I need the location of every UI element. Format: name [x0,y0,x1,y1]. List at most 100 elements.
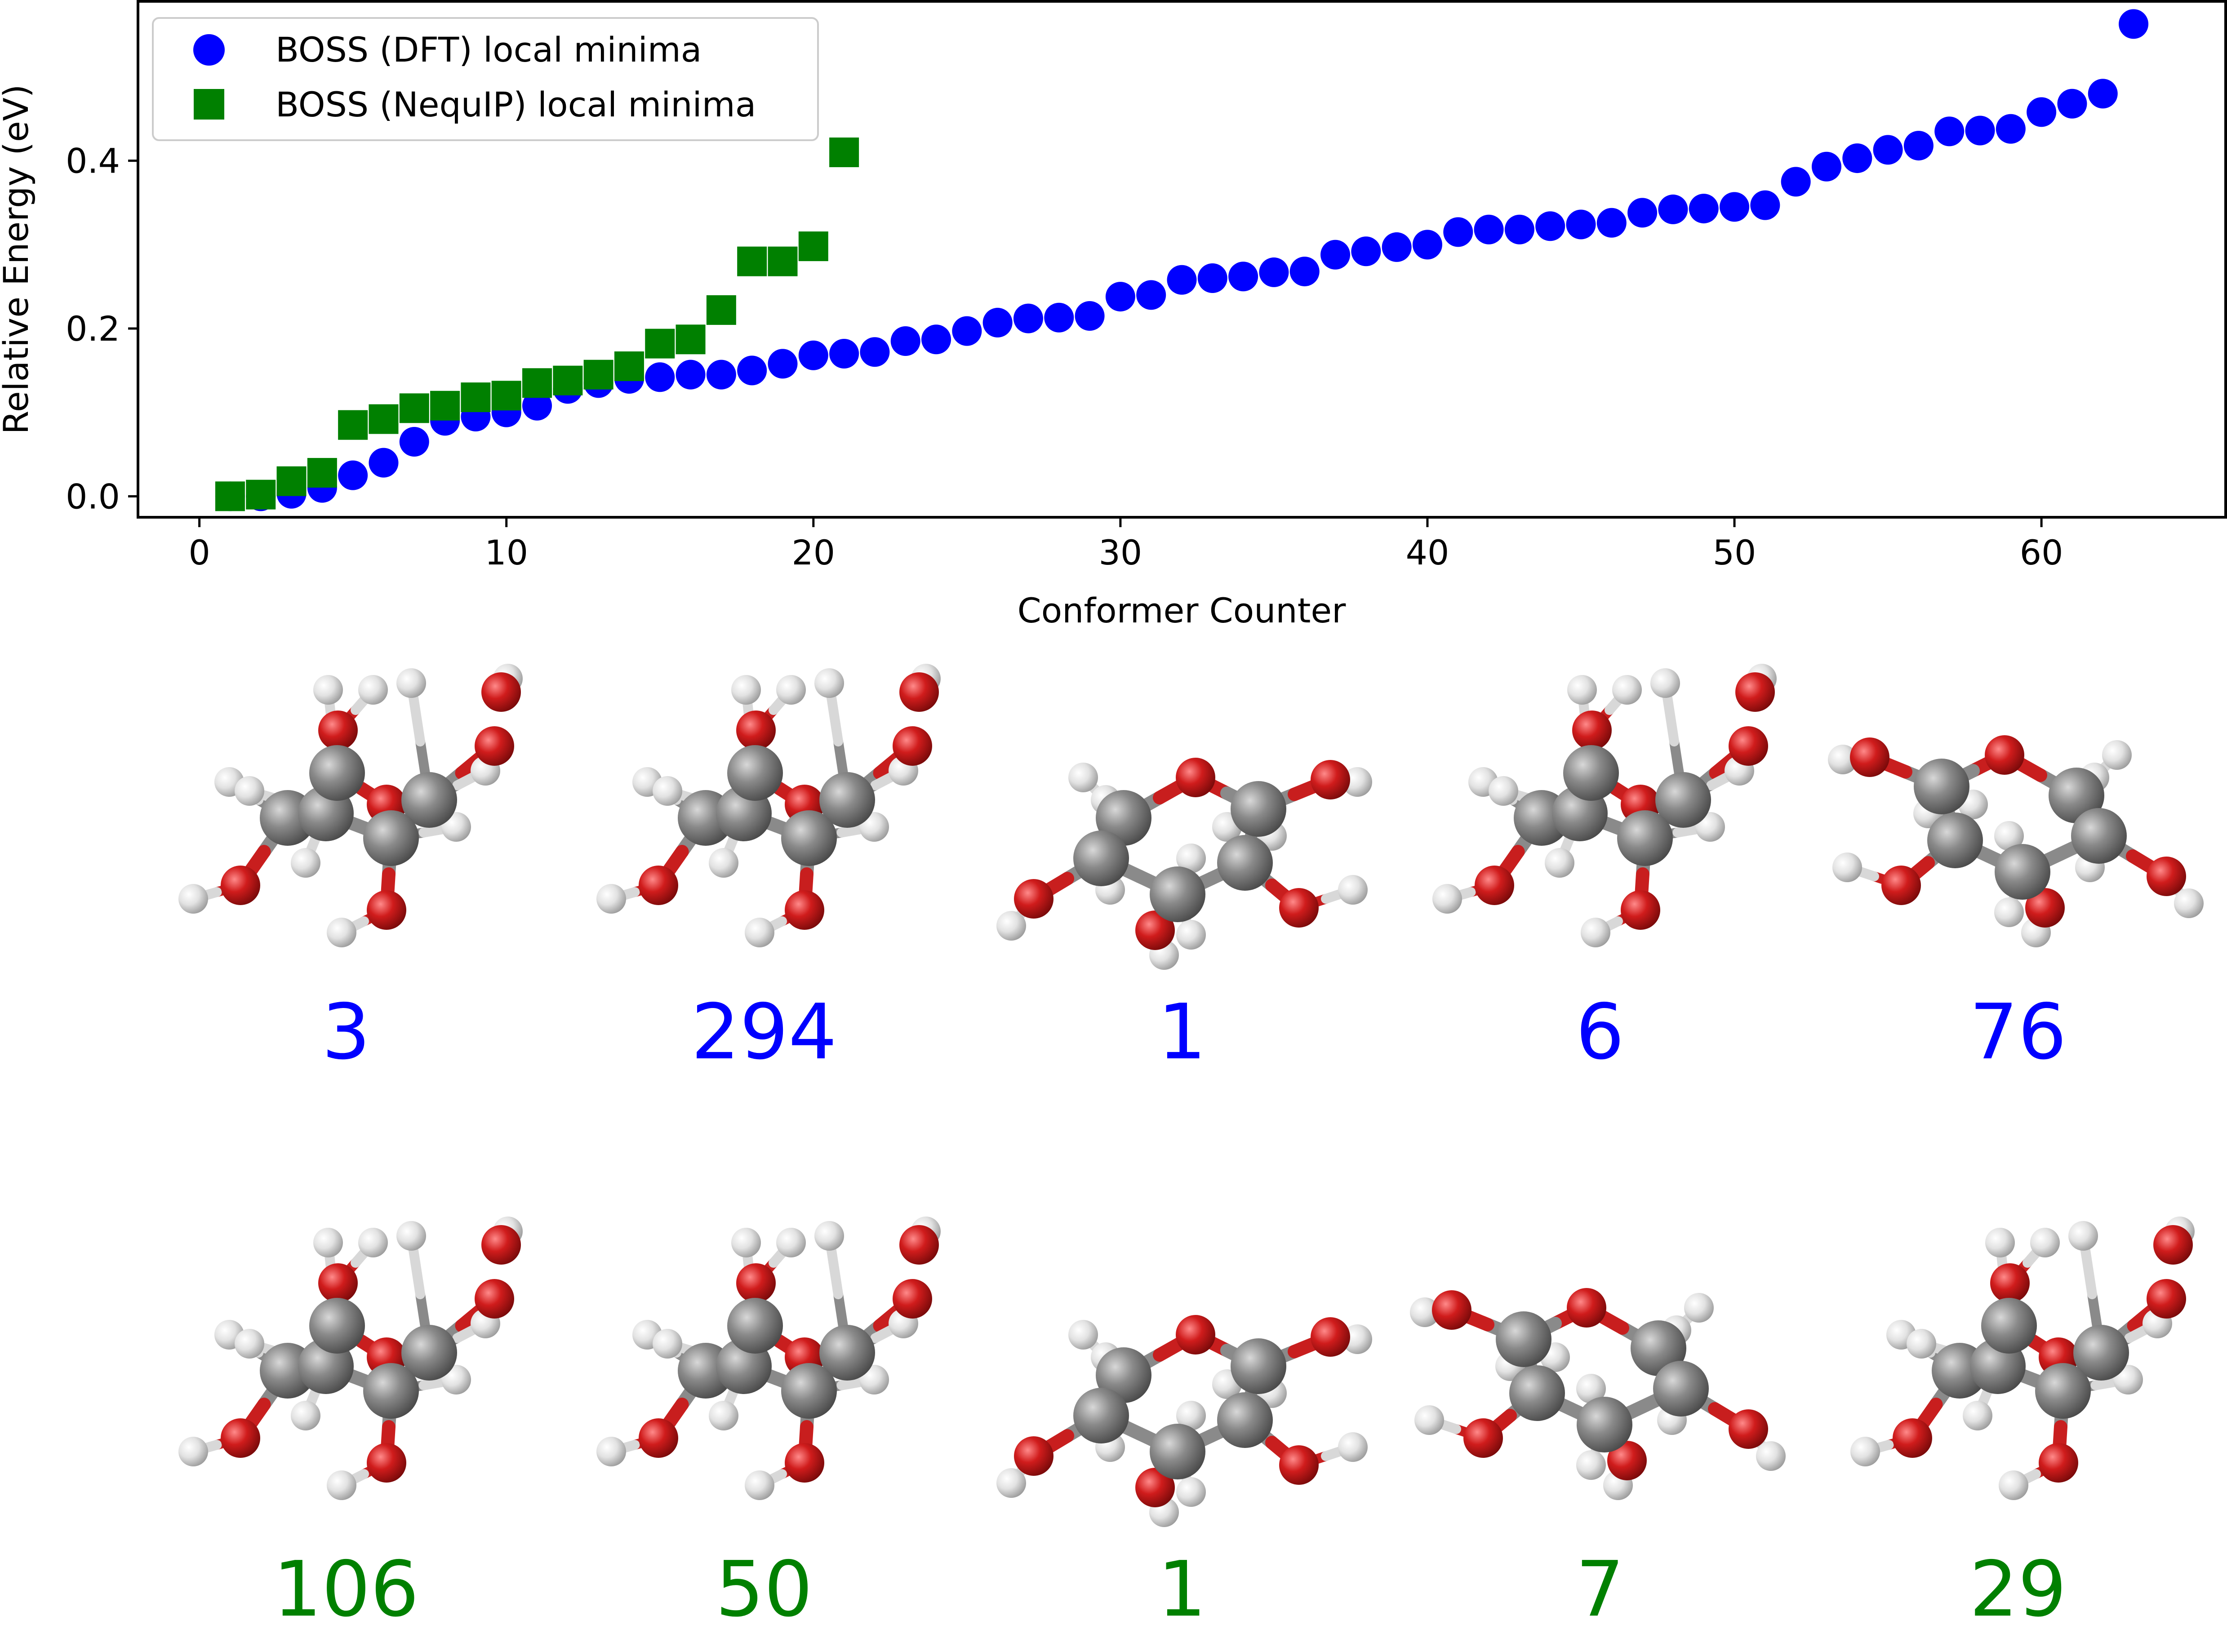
dft-point [2057,89,2087,119]
oxygen-atom [899,1225,939,1265]
oxygen-atom [1607,1441,1647,1480]
hydrogen-atom [291,1401,320,1430]
oxygen-atom [1014,879,1053,919]
carbon-atom [363,1363,419,1419]
hydrogen-atom [358,675,388,705]
carbon-atom [1217,1392,1273,1448]
hydrogen-atom [178,884,208,914]
hydrogen-atom [1342,767,1372,797]
carbon-atom [1150,866,1205,922]
dft-point [1320,240,1351,270]
conformer-molecule [1410,1288,1786,1500]
carbon-atom [309,745,365,801]
dft-point [1412,230,1442,260]
carbon-atom [1995,844,2050,900]
dft-point [1504,214,1534,244]
oxygen-atom [1463,1418,1503,1458]
dft-conformer-label: 3 [322,988,370,1077]
x-tick-label: 50 [1713,533,1756,573]
oxygen-atom [221,1418,260,1458]
conformer-molecule [1432,664,1777,947]
hydrogen-atom [396,668,426,698]
hydrogen-atom [2030,1228,2060,1257]
nequip-point [553,365,583,395]
hydrogen-atom [1907,1329,1936,1359]
nequip-conformer-label: 106 [273,1545,419,1634]
oxygen-atom [736,711,776,750]
nequip-point [461,382,491,413]
hydrogen-atom [1414,1405,1444,1435]
x-tick-label: 30 [1099,533,1142,573]
dft-point [1443,217,1473,247]
hydrogen-atom [1342,1324,1372,1354]
dft-point [952,316,982,346]
dft-point [399,427,429,457]
hydrogen-atom [1581,918,1610,947]
dft-point [829,339,859,369]
carbon-atom [1231,781,1286,837]
x-tick-label: 0 [188,533,210,573]
hydrogen-atom [653,776,682,806]
oxygen-atom [367,1443,406,1483]
y-axis-label: Relative Energy (eV) [0,84,36,435]
oxygen-atom [1881,866,1921,905]
hydrogen-atom [327,1470,356,1500]
hydrogen-atom [2102,740,2132,770]
carbon-atom [1981,1298,2037,1354]
oxygen-atom [1729,1409,1768,1449]
carbon-atom [2035,1363,2091,1419]
hydrogen-atom [1176,1401,1206,1430]
dft-point [522,391,552,421]
oxygen-atom [1735,672,1775,712]
hydrogen-atom [291,848,320,878]
x-tick-label: 60 [2020,533,2063,573]
legend-label-dft: BOSS (DFT) local minima [276,30,702,70]
nequip-point [369,404,399,434]
dft-point [768,349,798,379]
hydrogen-atom [1994,897,2024,927]
carbon-atom [1231,1338,1286,1394]
y-tick-label: 0.0 [66,476,120,516]
hydrogen-atom [653,1329,682,1359]
dft-point [1351,236,1381,266]
oxygen-atom [785,1443,824,1483]
nequip-point [645,329,675,359]
oxygen-atom [1311,760,1350,799]
hydrogen-atom [1985,1228,2015,1257]
hydrogen-atom [1338,1432,1368,1462]
nequip-point [829,138,859,167]
carbon-atom [1217,835,1273,891]
nequip-point [522,368,552,398]
hydrogen-atom [1994,821,2024,851]
carbon-atom [1496,1311,1551,1367]
carbon-atom [363,810,419,866]
carbon-atom [1150,1424,1205,1479]
dft-point [1781,167,1811,197]
dft-point [1658,194,1688,224]
dft-point [1535,211,1565,241]
hydrogen-atom [1828,745,1858,774]
hydrogen-atom [358,1228,388,1257]
dft-point [1197,263,1227,293]
nequip-point [614,351,644,381]
x-axis-label: Conformer Counter [1018,591,1347,631]
dft-point [1474,214,1504,244]
dft-point [1044,302,1074,333]
hydrogen-atom [2174,888,2204,918]
oxygen-atom [1135,910,1175,950]
oxygen-atom [1621,890,1660,930]
conformer-molecule [1850,1217,2195,1500]
nequip-point [276,466,307,496]
oxygen-atom [221,866,260,905]
hydrogen-atom [1432,884,1462,914]
hydrogen-atom [596,884,626,914]
oxygen-atom [1893,1418,1932,1458]
hydrogen-atom [1545,848,1574,878]
conformer-molecule [1828,735,2204,947]
carbon-atom [1927,813,1983,868]
hydrogen-atom [814,668,844,698]
hydrogen-atom [1576,1374,1606,1403]
nequip-point [215,481,245,511]
dft-point [1689,194,1719,224]
oxygen-atom [2147,857,2186,896]
